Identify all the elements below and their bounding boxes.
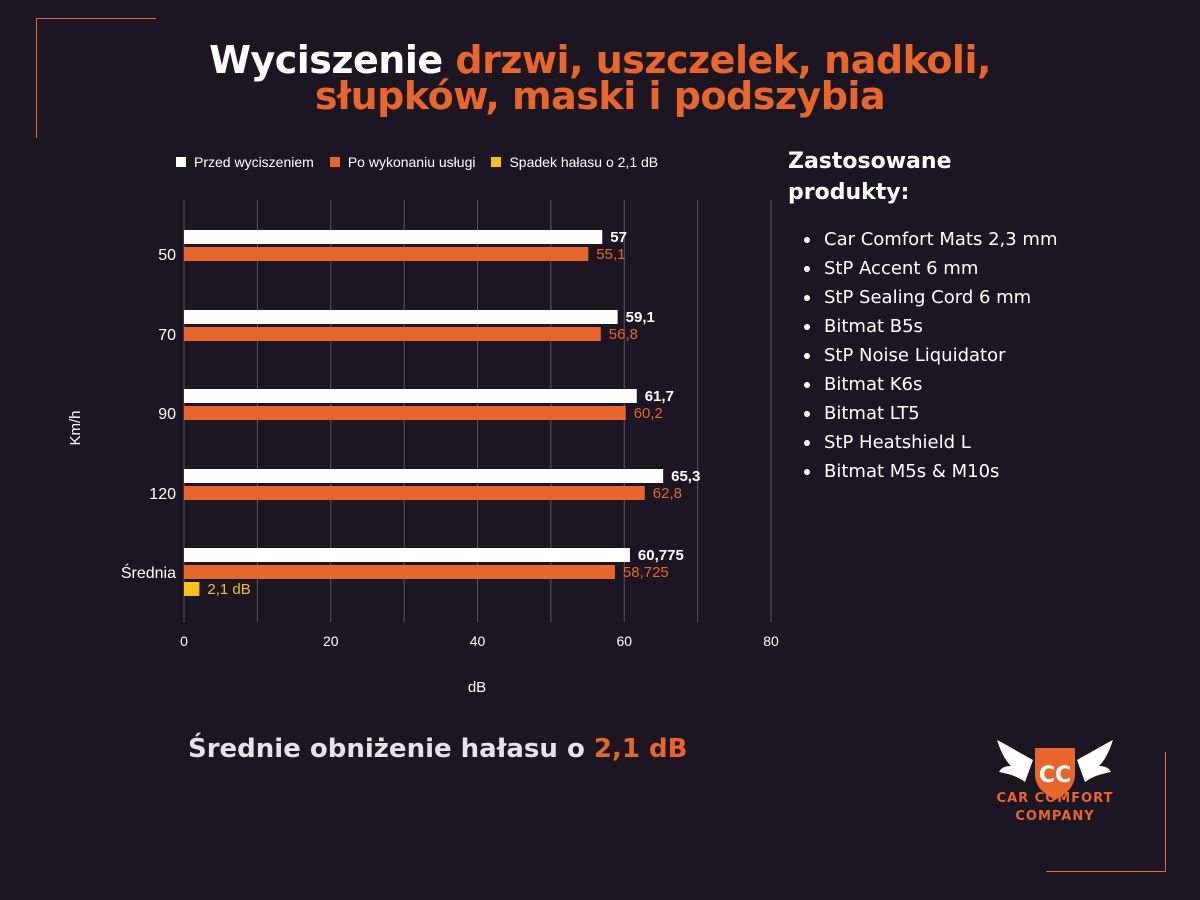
legend-label-before: Przed wyciszeniem: [194, 154, 314, 170]
legend-swatch-before: [176, 157, 186, 167]
bar-2: [184, 582, 200, 596]
bar-1: [184, 406, 626, 420]
x-tick-label: 0: [180, 633, 188, 649]
data-label: 59,1: [626, 309, 655, 326]
product-item: Bitmat B5s: [802, 315, 1162, 344]
bar-1: [184, 327, 601, 341]
legend-label-after: Po wykonaniu usługi: [347, 154, 476, 170]
product-item: Bitmat M5s & M10s: [802, 460, 1162, 489]
product-item: StP Noise Liquidator: [802, 344, 1162, 373]
category-label: 90: [158, 406, 176, 423]
summary-text: Średnie obniżenie hałasu o 2,1 dB: [188, 734, 687, 764]
bar-0: [184, 469, 664, 483]
x-tick-label: 80: [763, 633, 779, 649]
products-heading-line2: produkty:: [788, 180, 910, 205]
legend-label-drop: Spadek hałasu o 2,1 dB: [509, 154, 659, 170]
category-label: 70: [158, 327, 176, 344]
product-item: Bitmat LT5: [802, 402, 1162, 431]
data-label: 60,2: [634, 405, 663, 422]
category-label: 50: [158, 247, 176, 264]
legend-swatch-drop: [491, 157, 502, 167]
product-item: StP Heatshield L: [802, 431, 1162, 460]
data-label: 57: [610, 229, 627, 246]
category-label: Średnia: [121, 563, 176, 582]
x-tick-label: 20: [323, 633, 339, 649]
corner-decoration-top-left: [36, 18, 156, 138]
data-label: 58,725: [623, 564, 669, 581]
logo-monogram: CC: [1039, 763, 1071, 788]
title-orange-line1: drzwi, uszczelek, nadkoli,: [455, 38, 991, 82]
data-label: 65,3: [671, 468, 700, 485]
data-label: 60,775: [638, 547, 684, 564]
product-item: Car Comfort Mats 2,3 mm: [802, 228, 1162, 257]
bar-0: [184, 310, 618, 324]
logo-line1: CAR COMFORT: [996, 791, 1114, 806]
product-item: Bitmat K6s: [802, 373, 1162, 402]
logo-left-wing-icon: [997, 740, 1033, 782]
product-item: StP Sealing Cord 6 mm: [802, 286, 1162, 315]
x-tick-label: 60: [616, 633, 632, 649]
legend-swatch-after: [329, 157, 340, 167]
logo-shield-icon: [1035, 748, 1075, 800]
summary-value: 2,1 dB: [593, 734, 688, 764]
logo-text: CAR COMFORT COMPANY: [965, 790, 1145, 826]
data-label: 62,8: [653, 485, 682, 502]
data-label: 61,7: [645, 388, 674, 405]
product-item: StP Accent 6 mm: [802, 257, 1162, 286]
page-title: Wyciszenie drzwi, uszczelek, nadkoli, sł…: [60, 41, 1140, 115]
bar-1: [184, 565, 615, 579]
legend-item-before: Przed wyciszeniem: [176, 154, 314, 170]
products-heading: Zastosowane produkty:: [788, 146, 1088, 208]
products-heading-line1: Zastosowane: [788, 149, 952, 174]
chart-legend: Przed wyciszeniem Po wykonaniu usługi Sp…: [176, 152, 674, 172]
bar-0: [184, 230, 603, 244]
bar-0: [184, 548, 630, 562]
x-axis-label: dB: [468, 679, 486, 696]
bar-1: [184, 486, 645, 500]
summary-label: Średnie obniżenie hałasu o: [188, 734, 594, 764]
legend-item-after: Po wykonaniu usługi: [329, 154, 476, 170]
bar-0: [184, 389, 637, 403]
data-label: 55,1: [596, 246, 625, 263]
data-label: 56,8: [609, 326, 638, 343]
title-orange-line2: słupków, maski i podszybia: [314, 74, 886, 118]
category-label: 120: [149, 486, 176, 503]
bar-1: [184, 247, 589, 261]
y-axis-label: Km/h: [67, 410, 84, 445]
company-logo-icon: CC: [997, 740, 1113, 800]
corner-decoration-bottom-right: [1046, 752, 1166, 872]
logo-right-wing-icon: [1077, 740, 1113, 782]
products-list: Car Comfort Mats 2,3 mm StP Accent 6 mm …: [802, 228, 1162, 489]
title-white-part: Wyciszenie: [209, 38, 456, 82]
logo-line2: COMPANY: [1015, 809, 1095, 824]
bar-chart: 0 20 40 60 80dBKm/h505755,17059,156,89061,76…: [67, 200, 779, 696]
data-label: 2,1 dB: [207, 581, 250, 598]
x-tick-label: 40: [470, 633, 486, 649]
legend-item-drop: Spadek hałasu o 2,1 dB: [491, 154, 658, 170]
